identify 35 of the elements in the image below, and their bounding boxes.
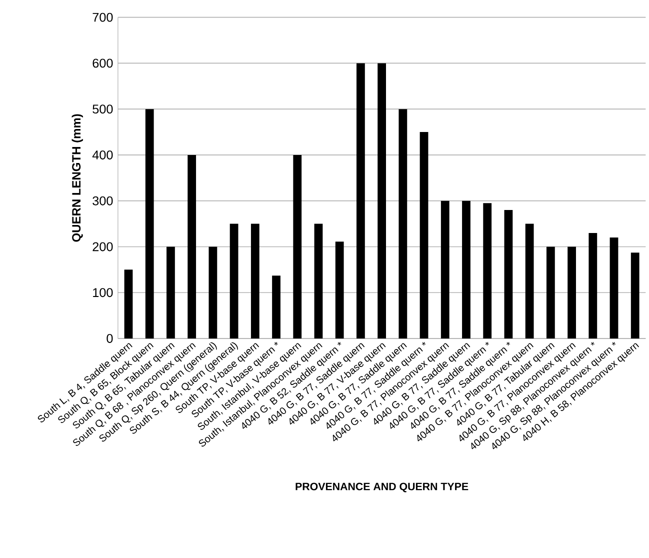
bar xyxy=(630,252,640,338)
bar xyxy=(356,63,365,338)
bar xyxy=(610,237,618,338)
bar xyxy=(145,108,154,338)
y-tick-label: 100 xyxy=(93,288,113,297)
bar xyxy=(525,224,534,338)
bar xyxy=(588,232,598,338)
y-axis-title: QUERN LENGTH (mm) xyxy=(72,114,83,242)
y-tick-label: 200 xyxy=(92,242,113,252)
bar xyxy=(420,132,428,338)
bar xyxy=(335,241,344,338)
bar xyxy=(230,224,238,338)
bar xyxy=(314,224,323,338)
bar xyxy=(462,200,470,338)
bar xyxy=(124,269,133,338)
bar xyxy=(440,200,450,338)
y-tick-label: 300 xyxy=(92,196,113,206)
y-tick-label: 0 xyxy=(106,334,113,343)
bar xyxy=(398,108,408,338)
bar xyxy=(504,210,513,338)
bar xyxy=(272,275,280,338)
y-tick-label: 700 xyxy=(92,12,113,22)
bar xyxy=(483,202,492,338)
bar xyxy=(166,246,175,338)
bar xyxy=(378,63,386,338)
x-axis-title: PROVENANCE AND QUERN TYPE xyxy=(296,482,468,492)
y-tick-label: 600 xyxy=(92,58,113,68)
bar xyxy=(208,246,218,338)
bar xyxy=(293,154,302,338)
bar xyxy=(250,224,260,338)
bar xyxy=(546,246,555,338)
y-tick-label: 500 xyxy=(92,104,113,114)
y-tick-label: 400 xyxy=(92,150,113,160)
bar xyxy=(568,246,576,338)
bar xyxy=(188,154,196,338)
